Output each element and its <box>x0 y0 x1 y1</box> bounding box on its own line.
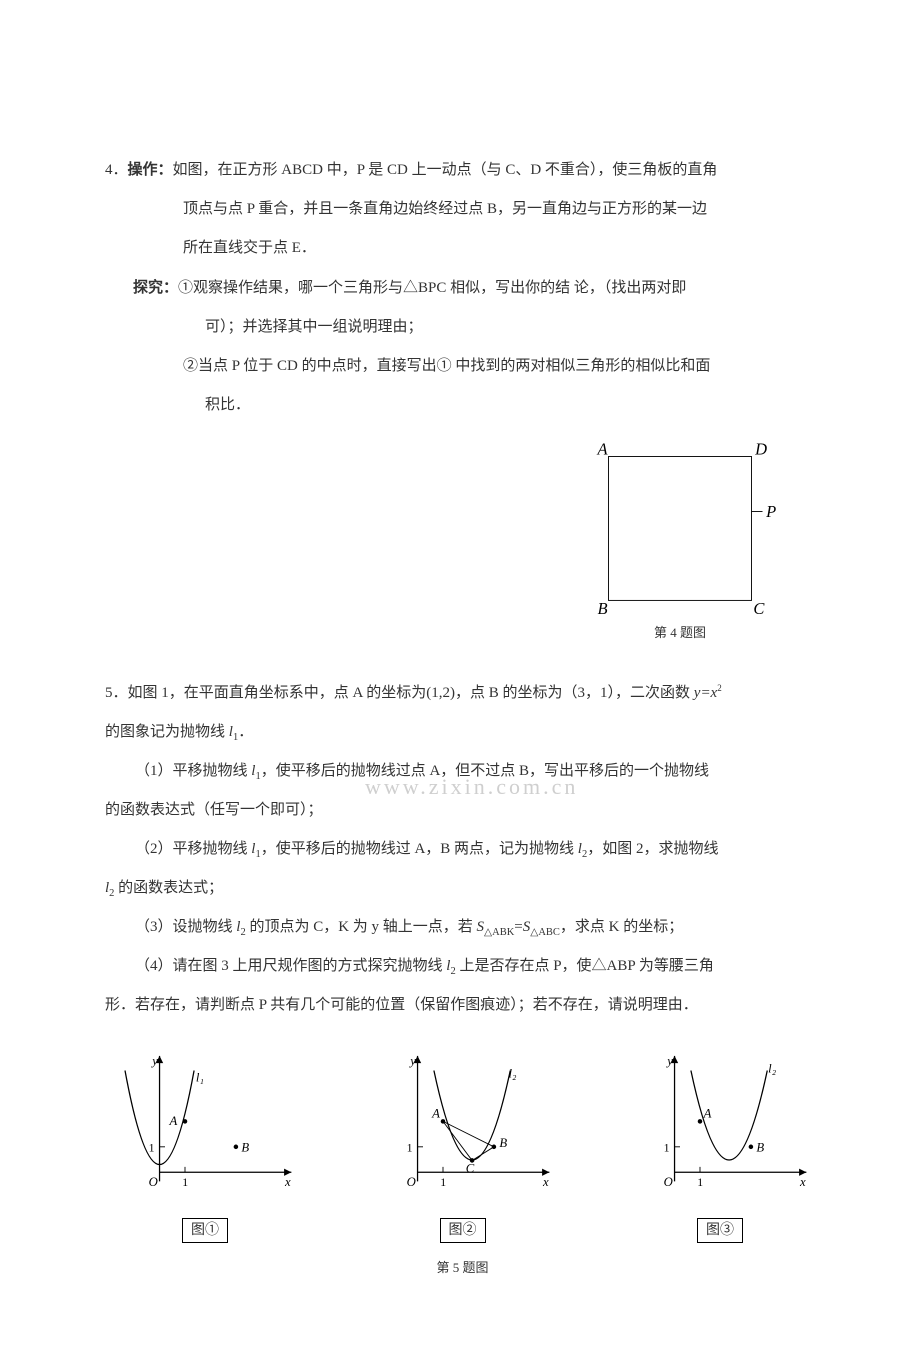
label-B: B <box>598 599 608 618</box>
p5-q2-line2: l2 的函数表达式； <box>105 869 820 908</box>
seg-BC <box>472 1146 494 1160</box>
p4-explore-line1: 探究：①观察操作结果，哪一个三角形与△BPC 相似，写出你的结 论，（找出两对即 <box>105 268 820 308</box>
problem-4: 4．操作：如图，在正方形 ABCD 中，P 是 CD 上一动点（与 C、D 不重… <box>105 150 820 644</box>
label-y1: 1 <box>664 1140 670 1154</box>
p4-op-text2: 顶点与点 P 重合，并且一条直角边始终经过点 B，另一直角边与正方形的某一边 <box>105 190 820 229</box>
point-A <box>183 1119 188 1124</box>
label-O: O <box>664 1174 673 1188</box>
p5-q2-after: ，如图 2，求抛物线 <box>587 841 718 857</box>
p4-figure-wrap: A D B C P 第 4 题图 <box>105 440 790 644</box>
label-C2: C <box>465 1161 474 1175</box>
label-x1: 1 <box>440 1174 446 1188</box>
p5-chart3-wrap: y x O 1 1 A B l₂ 图③ <box>620 1045 820 1250</box>
label-x1: 1 <box>182 1174 188 1188</box>
label-x: x <box>542 1174 549 1188</box>
seg-AB <box>443 1121 494 1146</box>
label-A3: A <box>703 1106 712 1120</box>
point-B <box>749 1144 754 1149</box>
p5-q1-before: （1）平移抛物线 <box>135 763 251 779</box>
label-y: y <box>150 1054 158 1068</box>
seg-AC <box>443 1121 472 1160</box>
p5-box1: 图① <box>182 1218 228 1244</box>
label-y1: 1 <box>406 1140 412 1154</box>
label-B3: B <box>756 1140 764 1154</box>
p5-q3-before: （3）设抛物线 <box>135 919 236 935</box>
p4-ex-text3: ②当点 P 位于 CD 的中点时，直接写出① 中找到的两对相似三角形的相似比和面 <box>105 347 820 386</box>
p5-S1-sub: △ABK <box>484 927 514 938</box>
label-O: O <box>406 1174 415 1188</box>
p5-l1-sub-a: 1 <box>233 732 238 743</box>
label-y: y <box>665 1054 673 1068</box>
problem-5: 5．如图 1，在平面直角坐标系中，点 A 的坐标为(1,2)，点 B 的坐标为（… <box>105 674 820 1279</box>
label-P: P <box>765 502 776 521</box>
p5-box3: 图③ <box>697 1218 743 1244</box>
label-y1: 1 <box>149 1140 155 1154</box>
p5-q1-line1: （1）平移抛物线 l1，使平移后的抛物线过点 A，但不过点 B，写出平移后的一个… <box>105 752 820 791</box>
p5-q4-after: 上是否存在点 P，使△ABP 为等腰三角 <box>456 958 714 974</box>
p4-explore-label: 探究： <box>133 279 178 296</box>
point-A <box>698 1119 703 1124</box>
label-x: x <box>284 1174 291 1188</box>
label-O: O <box>149 1174 158 1188</box>
label-x1: 1 <box>697 1174 703 1188</box>
label-C: C <box>753 599 765 618</box>
page-container: { "watermark": "www.zixin.com.cn", "p4":… <box>105 150 820 1278</box>
p5-intro1: 如图 1，在平面直角坐标系中，点 A 的坐标为(1,2)，点 B 的坐标为（3，… <box>128 685 694 701</box>
p5-q3-line: （3）设抛物线 l2 的顶点为 C，K 为 y 轴上一点，若 S△ABK=S△A… <box>105 908 820 947</box>
label-D: D <box>754 440 767 459</box>
p5-q2-line1: （2）平移抛物线 l1，使平移后的抛物线过 A，B 两点，记为抛物线 l2，如图… <box>105 830 820 869</box>
p5-S2-sub: △ABC <box>530 927 560 938</box>
p5-q2-l2-after: 的函数表达式； <box>114 880 223 896</box>
p5-figure-caption: 第 5 题图 <box>105 1258 820 1279</box>
label-B1: B <box>241 1140 249 1154</box>
label-l1: l₁ <box>196 1070 204 1084</box>
p4-ex-text2: 可）；并选择其中一组说明理由； <box>105 308 820 347</box>
p4-square-figure: A D B C P <box>570 440 790 619</box>
label-x: x <box>799 1174 806 1188</box>
p4-figure-caption: 第 4 题图 <box>570 623 790 644</box>
p5-q1-line2: 的函数表达式（任写一个即可）； <box>105 791 820 830</box>
p5-q4-line1: （4）请在图 3 上用尺规作图的方式探究抛物线 l2 上是否存在点 P，使△AB… <box>105 947 820 986</box>
label-A: A <box>597 440 609 459</box>
p5-chart1: y x O 1 1 A B l₁ <box>105 1045 305 1195</box>
p5-intro-line1: 5．如图 1，在平面直角坐标系中，点 A 的坐标为(1,2)，点 B 的坐标为（… <box>105 674 820 713</box>
p5-chart2-wrap: y x O 1 1 A B C l₂ 图② <box>363 1045 563 1250</box>
label-A1: A <box>169 1114 178 1128</box>
label-l2: l₂ <box>508 1066 517 1080</box>
p5-q1-after1: ，使平移后的抛物线过点 A，但不过点 B，写出平移后的一个抛物线 <box>261 763 709 779</box>
p4-operate-label: 操作： <box>128 161 173 178</box>
p5-q4-before: （4）请在图 3 上用尺规作图的方式探究抛物线 <box>135 958 446 974</box>
p5-number: 5． <box>105 685 128 701</box>
p4-ex-text1: ①观察操作结果，哪一个三角形与△BPC 相似，写出你的结 论，（找出两对即 <box>178 280 686 296</box>
p5-chart1-wrap: y x O 1 1 A B l₁ 图① <box>105 1045 305 1250</box>
p5-q2-mid: ，使平移后的抛物线过 A，B 两点，记为抛物线 <box>261 841 578 857</box>
p5-q2-before: （2）平移抛物线 <box>135 841 251 857</box>
p4-number: 4． <box>105 162 128 178</box>
p4-operate-line1: 4．操作：如图，在正方形 ABCD 中，P 是 CD 上一动点（与 C、D 不重… <box>105 150 820 190</box>
p5-chart2: y x O 1 1 A B C l₂ <box>363 1045 563 1195</box>
label-A2: A <box>431 1106 440 1120</box>
label-B2: B <box>499 1135 507 1149</box>
p5-q4-line2: 形．若存在，请判断点 P 共有几个可能的位置（保留作图痕迹）；若不存在，请说明理… <box>105 986 820 1025</box>
label-l2b: l₂ <box>768 1061 777 1075</box>
p4-ex-text4: 积比． <box>105 386 820 425</box>
p5-eq: = <box>514 919 522 935</box>
p5-intro2: 的图象记为抛物线 <box>105 724 229 740</box>
p5-sq: 2 <box>717 683 722 693</box>
p5-figure-row: y x O 1 1 A B l₁ 图① y <box>105 1045 820 1250</box>
p5-box2: 图② <box>440 1218 486 1244</box>
p5-intro-line2: 的图象记为抛物线 l1． <box>105 713 820 752</box>
p5-S1: S <box>477 919 485 935</box>
p5-q3-after: ，求点 K 的坐标； <box>560 919 683 935</box>
square-abcd <box>609 457 752 601</box>
p4-op-text1: 如图，在正方形 ABCD 中，P 是 CD 上一动点（与 C、D 不重合），使三… <box>173 162 718 178</box>
p5-y: y=x <box>694 685 717 701</box>
p5-q3-mid1: 的顶点为 C，K 为 y 轴上一点，若 <box>246 919 477 935</box>
point-B <box>234 1144 239 1149</box>
p4-op-text3: 所在直线交于点 E． <box>105 229 820 268</box>
label-y: y <box>408 1054 416 1068</box>
p5-chart3: y x O 1 1 A B l₂ <box>620 1045 820 1195</box>
